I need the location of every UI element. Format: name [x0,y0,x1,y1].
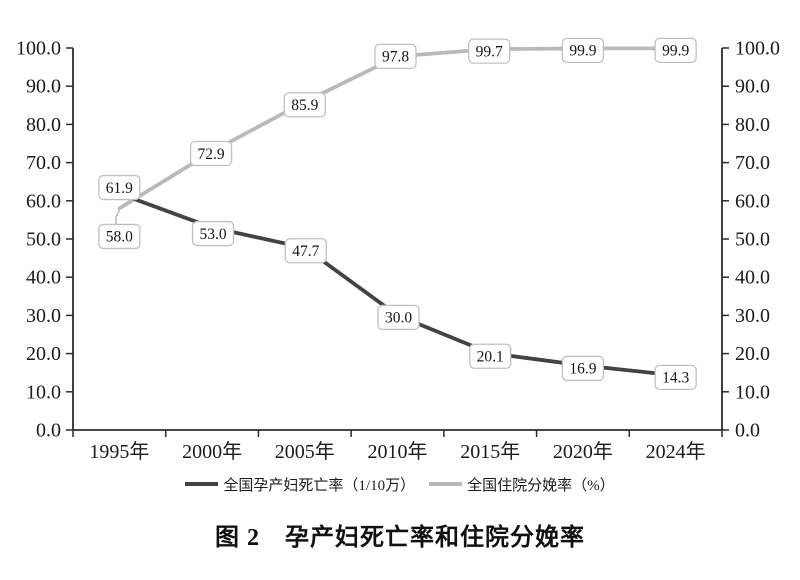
y-axis-label-right: 20.0 [735,343,770,365]
data-label-box [284,238,327,264]
data-label-box [468,38,511,64]
y-axis-label-left: 40.0 [26,267,61,289]
y-axis-label-left: 70.0 [26,152,61,174]
legend-label-hospital-delivery: 全国住院分娩率（%） [467,477,615,494]
data-label-value: 99.7 [476,43,503,60]
series-line-1 [117,46,678,211]
y-axis-label-left: 30.0 [26,305,61,327]
legend-line-hospital-delivery-icon [429,482,463,486]
y-axis-label-right: 10.0 [735,381,770,403]
chart-legend: 全国孕产妇死亡率（1/10万） 全国住院分娩率（%） [0,473,800,495]
data-label-value: 47.7 [292,243,319,260]
data-label-box [654,37,697,64]
x-axis-label: 2020年 [553,440,613,463]
data-label-value: 14.3 [662,370,689,387]
x-axis-label: 2015年 [460,440,520,463]
data-label-value: 61.9 [106,180,133,197]
series-line-0 [117,191,678,378]
x-axis-label: 1995年 [89,440,149,463]
x-axis-label: 2024年 [646,440,706,463]
y-axis-label-left: 20.0 [26,343,61,365]
y-axis-label-left: 60.0 [26,190,61,212]
data-label-box [191,220,235,247]
y-axis-label-right: 60.0 [735,190,770,212]
y-axis-label-right: 100.0 [735,38,780,60]
data-label-box [377,304,420,331]
data-label-box [654,364,697,391]
data-label-box [561,37,605,64]
y-axis-label-right: 70.0 [735,152,770,174]
y-axis-label-right: 50.0 [735,229,770,251]
data-label-value: 58.0 [106,229,133,246]
y-axis-label-left: 0.0 [36,420,61,442]
data-label-value: 85.9 [291,97,318,114]
y-axis-label-left: 90.0 [26,76,61,98]
data-label-value: 16.9 [569,361,596,378]
data-label-value: 99.9 [569,43,596,60]
x-axis-label: 2005年 [275,440,335,463]
data-label-value: 97.8 [382,49,409,66]
y-axis-label-right: 90.0 [735,76,770,98]
y-axis-label-right: 80.0 [735,114,770,136]
data-label-value: 99.9 [662,43,689,60]
y-axis-label-right: 40.0 [735,267,770,289]
y-axis-label-right: 30.0 [735,305,770,327]
x-axis-label: 2000年 [182,440,242,463]
data-label-value: 30.0 [385,310,412,327]
data-label-value: 72.9 [198,146,225,163]
data-label-box [283,92,326,118]
data-label-box [469,343,512,369]
data-label-box [189,140,233,167]
y-axis-label-left: 80.0 [26,114,61,136]
data-label-box [374,43,417,70]
legend-line-maternal-mortality-icon [185,482,219,486]
x-axis-label: 2010年 [368,440,428,463]
data-label-box [561,355,605,382]
y-axis-label-left: 50.0 [26,229,61,251]
legend-item-hospital-delivery: 全国住院分娩率（%） [429,474,615,495]
data-label-value: 53.0 [200,226,227,243]
legend-item-maternal-mortality: 全国孕产妇死亡率（1/10万） [185,474,415,495]
legend-label-maternal-mortality: 全国孕产妇死亡率（1/10万） [223,477,416,494]
data-label-value: 20.1 [477,349,504,366]
y-axis-label-left: 10.0 [26,381,61,403]
figure-caption: 图 2 孕产妇死亡率和住院分娩率 [215,525,585,551]
y-axis-label-right: 0.0 [735,420,760,442]
chart-canvas: 0.0 0.0 10.0 10.0 20.0 20.0 30.0 30.0 40.0 40.0 50… [16,37,780,464]
data-label-box [98,174,141,201]
y-axis-label-left: 100.0 [16,38,61,60]
data-label-box [98,223,141,250]
label-leader-line [115,210,121,225]
